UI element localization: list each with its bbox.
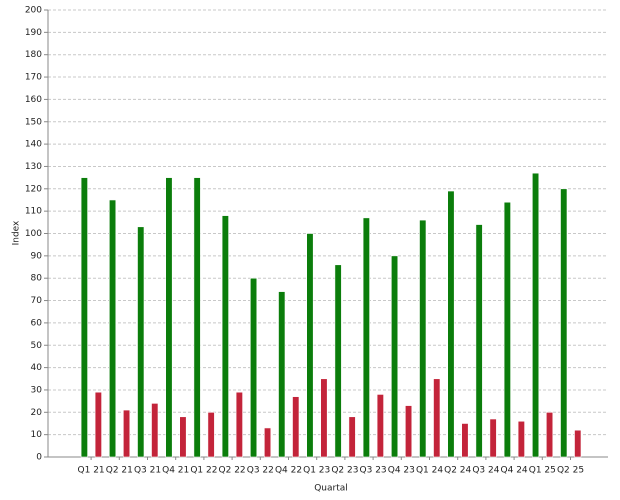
- x-tick-label: Q3 21: [134, 466, 161, 476]
- bar: [109, 199, 117, 458]
- bar: [489, 418, 497, 458]
- bar: [80, 177, 88, 458]
- y-tick-label: 10: [31, 430, 43, 440]
- x-tick-label: Q1 25: [529, 466, 556, 476]
- bar: [165, 177, 173, 458]
- y-tick-label: 30: [31, 385, 43, 395]
- bar: [292, 396, 300, 458]
- bar: [545, 411, 554, 458]
- y-tick-label: 120: [25, 184, 42, 194]
- y-tick-label: 60: [31, 318, 43, 328]
- bar: [320, 378, 328, 458]
- bar: [376, 394, 384, 458]
- y-tick-label: 140: [25, 140, 42, 150]
- bar: [419, 219, 427, 458]
- bar: [574, 429, 582, 458]
- y-tick-label: 180: [25, 50, 42, 60]
- x-tick-label: Q4 21: [162, 466, 189, 476]
- y-tick-label: 100: [25, 229, 42, 239]
- bar: [362, 217, 370, 458]
- bar: [447, 190, 455, 458]
- y-tick-label: 50: [31, 341, 43, 351]
- x-tick-label: Q3 24: [472, 466, 499, 476]
- x-tick-label: Q1 22: [190, 466, 217, 476]
- bar: [390, 255, 399, 458]
- bar: [517, 420, 525, 458]
- bar: [94, 391, 102, 458]
- y-tick-label: 110: [25, 207, 42, 217]
- x-tick-label: Q4 23: [388, 466, 415, 476]
- x-tick-label: Q3 23: [360, 466, 387, 476]
- bar: [221, 215, 229, 458]
- y-tick-label: 190: [25, 28, 42, 38]
- bar: [560, 188, 568, 458]
- y-tick-label: 200: [25, 6, 42, 16]
- x-tick-label: Q1 21: [78, 466, 105, 476]
- bar: [531, 172, 540, 458]
- x-tick-label: Q2 22: [219, 466, 246, 476]
- x-axis-label: Quartal: [314, 484, 348, 494]
- bar: [263, 427, 272, 458]
- bar: [235, 391, 243, 458]
- bar: [334, 264, 342, 458]
- x-tick-label: Q1 24: [416, 466, 443, 476]
- bar: [433, 378, 441, 458]
- x-tick-label: Q2 25: [557, 466, 584, 476]
- bar: [475, 224, 483, 458]
- y-tick-label: 0: [36, 453, 42, 463]
- x-tick-label: Q3 22: [247, 466, 274, 476]
- y-tick-label: 80: [31, 274, 43, 284]
- bar: [207, 411, 215, 458]
- bar: [461, 423, 469, 458]
- y-tick-label: 150: [25, 117, 42, 127]
- y-tick-label: 90: [31, 251, 43, 261]
- bar: [123, 409, 131, 458]
- x-tick-label: Q4 22: [275, 466, 302, 476]
- bar: [179, 416, 187, 458]
- y-tick-label: 130: [25, 162, 42, 172]
- bar: [151, 403, 159, 458]
- y-tick-label: 40: [31, 363, 43, 373]
- y-tick-label: 170: [25, 73, 42, 83]
- x-tick-label: Q2 21: [106, 466, 133, 476]
- x-tick-label: Q1 23: [303, 466, 330, 476]
- y-axis-label: Index: [12, 220, 22, 245]
- y-tick-label: 70: [31, 296, 43, 306]
- x-tick-label: Q2 23: [331, 466, 358, 476]
- bar: [404, 405, 413, 458]
- bar: [348, 416, 356, 458]
- x-tick-label: Q2 24: [444, 466, 471, 476]
- x-tick-label: Q4 24: [501, 466, 528, 476]
- bar: [250, 277, 258, 458]
- bar: [503, 201, 511, 458]
- bar: [306, 233, 314, 458]
- bar: [193, 177, 201, 458]
- bar: [137, 226, 145, 458]
- bar: [278, 291, 286, 458]
- y-tick-label: 160: [25, 95, 42, 105]
- y-tick-label: 20: [31, 408, 43, 418]
